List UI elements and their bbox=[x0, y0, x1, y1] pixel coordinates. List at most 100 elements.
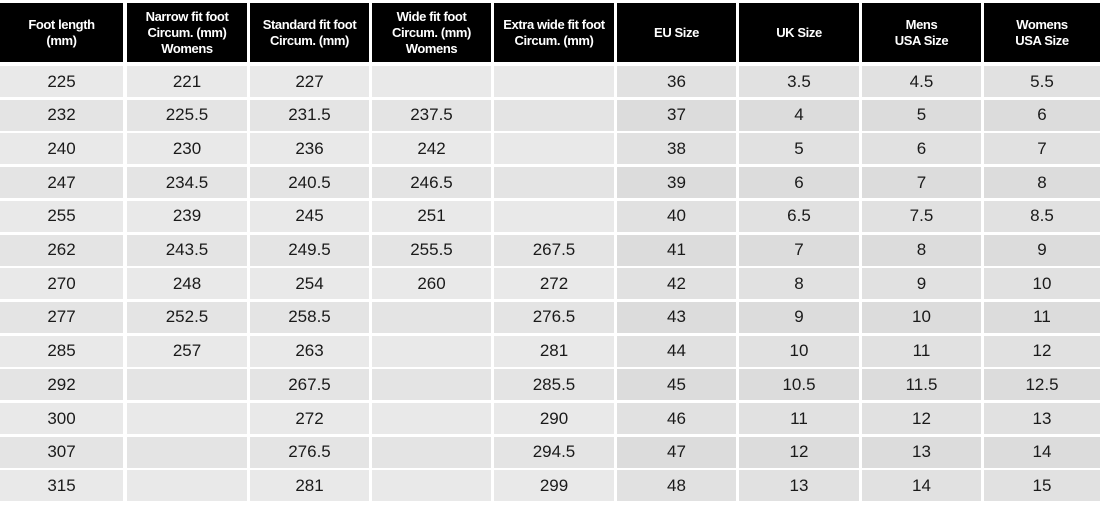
table-cell: 255.5 bbox=[372, 234, 491, 266]
header-text: USA Size bbox=[894, 32, 949, 48]
table-cell bbox=[372, 436, 491, 468]
table-cell: 5 bbox=[739, 133, 859, 165]
header-text: Narrow fit foot bbox=[145, 8, 229, 24]
table-cell: 11 bbox=[739, 403, 859, 434]
table-cell bbox=[372, 335, 491, 367]
table-cell bbox=[127, 403, 247, 434]
table-cell: 7.5 bbox=[862, 200, 981, 232]
table-cell: 9 bbox=[739, 301, 859, 333]
header-text: Womens bbox=[161, 40, 213, 56]
table-cell: 225 bbox=[0, 66, 123, 97]
table-cell: 242 bbox=[372, 133, 491, 165]
table-cell: 240.5 bbox=[250, 167, 369, 199]
header-cell: EU Size bbox=[617, 3, 736, 62]
table-cell bbox=[494, 200, 614, 232]
table-cell: 6 bbox=[984, 99, 1100, 131]
table-cell: 272 bbox=[494, 268, 614, 300]
header-text: EU Size bbox=[654, 24, 699, 40]
table-cell: 232 bbox=[0, 99, 123, 131]
table-cell: 3.5 bbox=[739, 66, 859, 97]
table-cell: 285.5 bbox=[494, 369, 614, 401]
table-cell: 12 bbox=[739, 436, 859, 468]
table-cell: 6 bbox=[739, 167, 859, 199]
table-cell: 8 bbox=[739, 268, 859, 300]
table-cell: 230 bbox=[127, 133, 247, 165]
table-cell: 14 bbox=[984, 436, 1100, 468]
table-cell: 239 bbox=[127, 200, 247, 232]
header-text: Circum. (mm) bbox=[147, 24, 227, 40]
table-cell: 240 bbox=[0, 133, 123, 165]
header-text: Wide fit foot bbox=[396, 8, 467, 24]
table-cell: 290 bbox=[494, 403, 614, 434]
table-cell: 236 bbox=[250, 133, 369, 165]
header-cell: Mens USA Size bbox=[862, 3, 981, 62]
table-cell: 39 bbox=[617, 167, 736, 199]
table-cell: 11 bbox=[862, 335, 981, 367]
table-cell: 252.5 bbox=[127, 301, 247, 333]
header-text: Mens bbox=[905, 16, 938, 32]
table-cell bbox=[127, 436, 247, 468]
table-cell: 8.5 bbox=[984, 200, 1100, 232]
header-text: Foot length bbox=[28, 16, 95, 32]
header-text: Circum. (mm) bbox=[270, 32, 349, 48]
table-cell: 10 bbox=[984, 268, 1100, 300]
table-cell: 15 bbox=[984, 470, 1100, 502]
table-cell: 4 bbox=[739, 99, 859, 131]
table-cell: 9 bbox=[862, 268, 981, 300]
header-text: Womens bbox=[1016, 16, 1068, 32]
table-cell: 255 bbox=[0, 200, 123, 232]
table-cell: 37 bbox=[617, 99, 736, 131]
table-cell: 4.5 bbox=[862, 66, 981, 97]
table-cell: 40 bbox=[617, 200, 736, 232]
table-cell: 12 bbox=[862, 403, 981, 434]
table-cell: 13 bbox=[739, 470, 859, 502]
table-cell: 10 bbox=[739, 335, 859, 367]
table-cell: 267.5 bbox=[250, 369, 369, 401]
header-text: USA Size bbox=[1015, 32, 1069, 48]
table-cell: 41 bbox=[617, 234, 736, 266]
table-cell: 285 bbox=[0, 335, 123, 367]
table-cell bbox=[372, 403, 491, 434]
table-cell: 243.5 bbox=[127, 234, 247, 266]
header-text: (mm) bbox=[46, 32, 77, 48]
table-cell bbox=[372, 470, 491, 502]
table-cell: 300 bbox=[0, 403, 123, 434]
header-cell: Wide fit foot Circum. (mm) Womens bbox=[372, 3, 491, 62]
table-cell bbox=[494, 167, 614, 199]
table-cell bbox=[127, 470, 247, 502]
table-cell: 43 bbox=[617, 301, 736, 333]
table-cell: 11.5 bbox=[862, 369, 981, 401]
table-cell: 9 bbox=[984, 234, 1100, 266]
header-cell: Womens USA Size bbox=[984, 3, 1100, 62]
table-cell: 12 bbox=[984, 335, 1100, 367]
header-cell: Standard fit foot Circum. (mm) bbox=[250, 3, 369, 62]
table-cell: 7 bbox=[862, 167, 981, 199]
table-cell: 10 bbox=[862, 301, 981, 333]
table-cell: 246.5 bbox=[372, 167, 491, 199]
table-cell bbox=[494, 66, 614, 97]
table-cell: 225.5 bbox=[127, 99, 247, 131]
table-cell: 8 bbox=[862, 234, 981, 266]
table-cell: 14 bbox=[862, 470, 981, 502]
table-cell: 13 bbox=[984, 403, 1100, 434]
table-cell: 10.5 bbox=[739, 369, 859, 401]
table-cell: 6 bbox=[862, 133, 981, 165]
table-cell: 38 bbox=[617, 133, 736, 165]
header-text: UK Size bbox=[776, 24, 822, 40]
table-cell: 277 bbox=[0, 301, 123, 333]
table-cell: 257 bbox=[127, 335, 247, 367]
table-cell: 258.5 bbox=[250, 301, 369, 333]
table-cell: 262 bbox=[0, 234, 123, 266]
table-cell: 46 bbox=[617, 403, 736, 434]
table-cell: 281 bbox=[494, 335, 614, 367]
header-text: Extra wide fit foot bbox=[503, 16, 605, 32]
table-cell: 45 bbox=[617, 369, 736, 401]
table-cell: 299 bbox=[494, 470, 614, 502]
table-cell: 292 bbox=[0, 369, 123, 401]
table-cell: 221 bbox=[127, 66, 247, 97]
table-cell bbox=[494, 133, 614, 165]
header-cell: Foot length (mm) bbox=[0, 3, 123, 62]
table-cell: 227 bbox=[250, 66, 369, 97]
table-cell bbox=[372, 66, 491, 97]
